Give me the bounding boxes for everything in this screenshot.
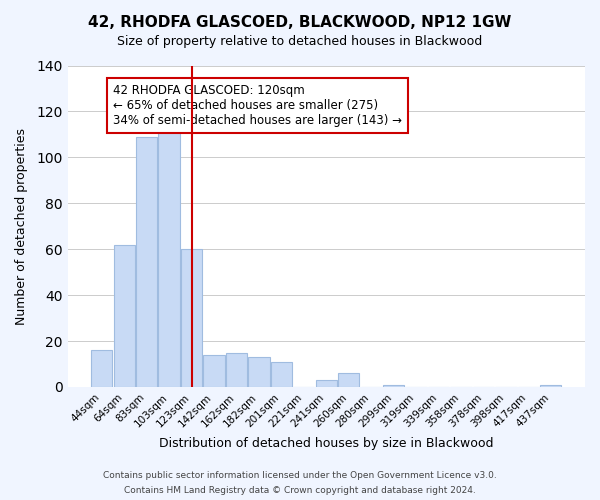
Text: 42, RHODFA GLASCOED, BLACKWOOD, NP12 1GW: 42, RHODFA GLASCOED, BLACKWOOD, NP12 1GW: [88, 15, 512, 30]
Bar: [540, 384, 562, 387]
Bar: [226, 352, 247, 387]
Bar: [248, 357, 269, 387]
Y-axis label: Number of detached properties: Number of detached properties: [15, 128, 28, 324]
Text: Contains public sector information licensed under the Open Government Licence v3: Contains public sector information licen…: [103, 471, 497, 480]
Bar: [136, 136, 157, 387]
X-axis label: Distribution of detached houses by size in Blackwood: Distribution of detached houses by size …: [159, 437, 494, 450]
Text: 42 RHODFA GLASCOED: 120sqm
← 65% of detached houses are smaller (275)
34% of sem: 42 RHODFA GLASCOED: 120sqm ← 65% of deta…: [113, 84, 402, 127]
Bar: [383, 384, 404, 387]
Bar: [316, 380, 337, 387]
Text: Contains HM Land Registry data © Crown copyright and database right 2024.: Contains HM Land Registry data © Crown c…: [124, 486, 476, 495]
Text: Size of property relative to detached houses in Blackwood: Size of property relative to detached ho…: [118, 35, 482, 48]
Bar: [181, 249, 202, 387]
Bar: [338, 373, 359, 387]
Bar: [158, 120, 180, 387]
Bar: [203, 355, 224, 387]
Bar: [113, 244, 135, 387]
Bar: [91, 350, 112, 387]
Bar: [271, 362, 292, 387]
